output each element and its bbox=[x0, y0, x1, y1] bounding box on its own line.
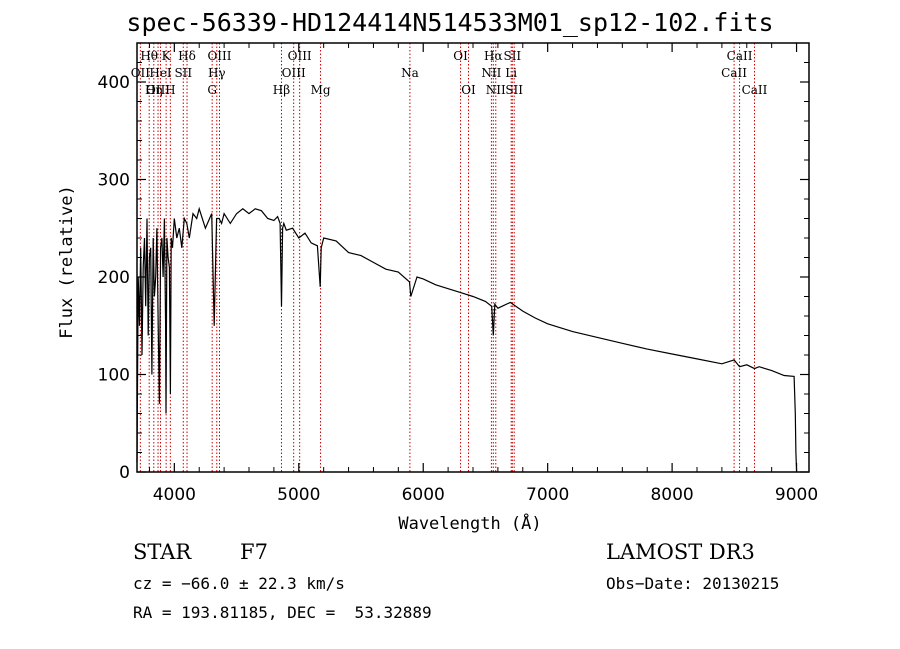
emission-line-markers bbox=[139, 43, 755, 472]
emission-line-label: HeI bbox=[149, 66, 172, 80]
coordinates: RA = 193.81185, DEC = 53.32889 bbox=[133, 603, 432, 622]
x-tick-label: 6000 bbox=[402, 485, 445, 505]
y-tick-label: 400 bbox=[98, 73, 130, 93]
x-axis-label: Wavelength (Å) bbox=[398, 512, 541, 534]
emission-line-label: OII bbox=[131, 66, 151, 80]
emission-line-label: OIII bbox=[288, 49, 312, 63]
survey-name: LAMOST DR3 bbox=[606, 540, 755, 564]
emission-line-label: Hα bbox=[484, 49, 503, 63]
x-tick-label: 5000 bbox=[277, 485, 320, 505]
x-tick-label: 7000 bbox=[526, 485, 569, 505]
emission-line-label: H bbox=[165, 83, 175, 97]
x-tick-label: 9000 bbox=[775, 485, 818, 505]
chart-title: spec-56339-HD124414N514533M01_sp12-102.f… bbox=[126, 8, 774, 37]
emission-line-label: K bbox=[162, 49, 172, 63]
emission-line-label: CaII bbox=[721, 66, 747, 80]
y-tick-label: 0 bbox=[119, 463, 130, 483]
emission-line-label: OI bbox=[453, 49, 468, 63]
emission-line-label: Na bbox=[401, 66, 419, 80]
x-axis-ticks: 4000 5000 6000 7000 8000 9000 bbox=[148, 43, 818, 505]
emission-line-labels: OIIHθHηOIIIHeIKHSIIHδGHγOIIIHβOIIIOIIIMg… bbox=[131, 49, 768, 97]
emission-line-label: CaII bbox=[727, 49, 753, 63]
emission-line-label: Hθ bbox=[140, 49, 158, 63]
plot-frame bbox=[136, 42, 810, 473]
emission-line-label: G bbox=[207, 83, 217, 97]
emission-line-label: OI bbox=[461, 83, 476, 97]
y-tick-label: 100 bbox=[98, 366, 130, 386]
object-class: STAR bbox=[133, 540, 192, 564]
emission-line-label: Hη bbox=[145, 83, 163, 97]
redshift-text: cz = −66.0 ± 22.3 km/s bbox=[133, 574, 345, 593]
x-tick-label: 8000 bbox=[650, 485, 693, 505]
emission-line-label: SII bbox=[505, 83, 523, 97]
y-axis-label: Flux (relative) bbox=[57, 185, 77, 339]
y-tick-label: 300 bbox=[98, 171, 130, 191]
emission-line-label: Li bbox=[505, 66, 517, 80]
emission-line-label: SII bbox=[174, 66, 192, 80]
emission-line-label: Hβ bbox=[273, 83, 290, 97]
emission-line-label: CaII bbox=[742, 83, 768, 97]
emission-line-label: NII bbox=[486, 83, 506, 97]
emission-line-label: OIII bbox=[282, 66, 306, 80]
x-tick-label: 4000 bbox=[153, 485, 196, 505]
spectrum-line bbox=[136, 206, 798, 473]
emission-line-label: NII bbox=[481, 66, 501, 80]
obs-date: Obs−Date: 20130215 bbox=[606, 574, 780, 593]
emission-line-label: Hδ bbox=[178, 49, 196, 63]
object-subclass: F7 bbox=[240, 540, 268, 564]
emission-line-label: OIII bbox=[146, 83, 170, 97]
y-axis-ticks: 0 100 200 300 400 bbox=[98, 62, 809, 483]
emission-line-label: Hγ bbox=[208, 66, 226, 80]
emission-line-label: SII bbox=[503, 49, 521, 63]
emission-line-label: Mg bbox=[311, 83, 331, 97]
y-tick-label: 200 bbox=[98, 268, 130, 288]
emission-line-label: OIII bbox=[207, 49, 231, 63]
